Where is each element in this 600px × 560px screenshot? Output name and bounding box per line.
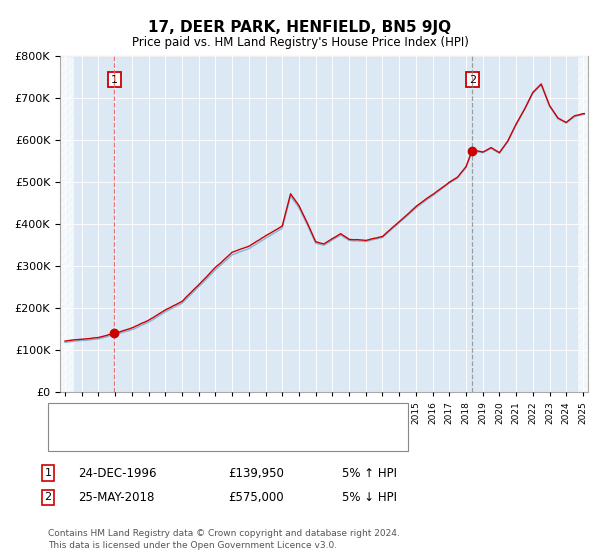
Bar bbox=[578, 56, 599, 392]
Text: 25-MAY-2018: 25-MAY-2018 bbox=[78, 491, 154, 504]
Text: £575,000: £575,000 bbox=[228, 491, 284, 504]
Text: £139,950: £139,950 bbox=[228, 466, 284, 480]
Text: 24-DEC-1996: 24-DEC-1996 bbox=[78, 466, 157, 480]
Text: 17, DEER PARK, HENFIELD, BN5 9JQ: 17, DEER PARK, HENFIELD, BN5 9JQ bbox=[148, 20, 452, 35]
Text: This data is licensed under the Open Government Licence v3.0.: This data is licensed under the Open Gov… bbox=[48, 541, 337, 550]
Text: 2: 2 bbox=[44, 492, 52, 502]
Text: ——: —— bbox=[63, 431, 91, 445]
Text: 1: 1 bbox=[111, 74, 118, 85]
Text: 5% ↓ HPI: 5% ↓ HPI bbox=[342, 491, 397, 504]
Bar bbox=[49, 56, 73, 392]
Text: ——: —— bbox=[63, 409, 91, 423]
Text: 17, DEER PARK, HENFIELD, BN5 9JQ (detached house): 17, DEER PARK, HENFIELD, BN5 9JQ (detach… bbox=[93, 411, 373, 421]
Text: Contains HM Land Registry data © Crown copyright and database right 2024.: Contains HM Land Registry data © Crown c… bbox=[48, 529, 400, 538]
Text: Price paid vs. HM Land Registry's House Price Index (HPI): Price paid vs. HM Land Registry's House … bbox=[131, 36, 469, 49]
Text: HPI: Average price, detached house, Horsham: HPI: Average price, detached house, Hors… bbox=[93, 433, 333, 443]
Text: 1: 1 bbox=[44, 468, 52, 478]
Text: 5% ↑ HPI: 5% ↑ HPI bbox=[342, 466, 397, 480]
Text: 2: 2 bbox=[469, 74, 476, 85]
